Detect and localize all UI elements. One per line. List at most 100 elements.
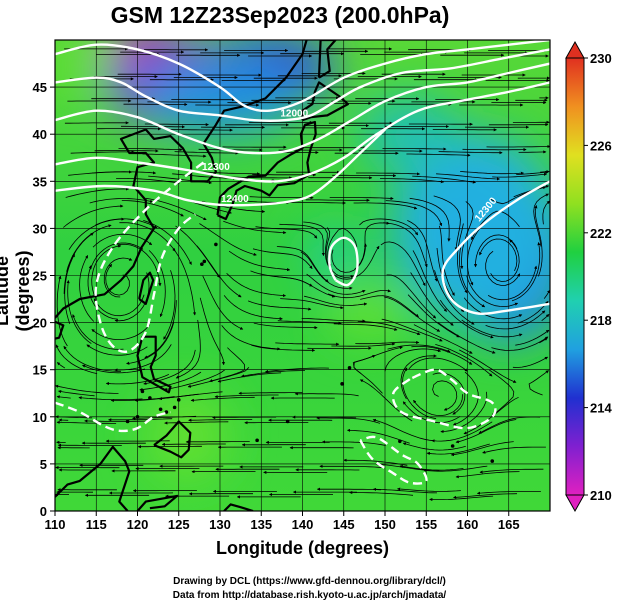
streamline [492, 172, 548, 178]
colorbar-tick-label: 218 [590, 313, 612, 328]
streamline [300, 251, 353, 290]
contour-line-dashed [94, 161, 205, 353]
contour-line-solid [441, 180, 550, 315]
coastline-hainan [55, 320, 65, 340]
streamline [413, 394, 463, 417]
credit-line-drawing: Drawing by DCL (https://www.gfd-dennou.o… [173, 576, 446, 587]
streamline [292, 415, 357, 419]
streamline [251, 344, 316, 352]
streamline [412, 175, 477, 184]
x-tick-label: 145 [333, 517, 355, 532]
streamline [238, 391, 303, 395]
streamline [163, 270, 176, 340]
streamline [387, 344, 451, 353]
streamline [255, 226, 318, 239]
streamline [108, 418, 173, 422]
island-marker [148, 396, 152, 400]
streamline [383, 222, 428, 268]
streamline [331, 342, 396, 347]
y-axis-ticks: 0 5 10 15 20 25 30 35 40 45 [33, 80, 55, 519]
streamline [158, 391, 223, 401]
streamline [223, 220, 287, 235]
streamline [434, 270, 475, 325]
streamline [402, 442, 466, 451]
island-marker [450, 444, 455, 448]
streamline [463, 297, 523, 320]
y-tick-label: 5 [40, 457, 47, 472]
streamline [114, 272, 150, 323]
streamline [359, 218, 419, 236]
streamline [381, 318, 443, 342]
streamline [118, 148, 183, 152]
colorbar: 210 214 218 222 226 230 [565, 40, 612, 513]
streamline [87, 265, 118, 320]
streamline [294, 392, 359, 397]
streamline [63, 204, 124, 228]
streamline [199, 297, 226, 366]
streamline [56, 362, 66, 369]
streamline [110, 396, 175, 403]
streamline [105, 263, 130, 296]
island-marker [559, 442, 563, 446]
streamline [407, 294, 460, 338]
streamline [303, 221, 333, 273]
streamline [479, 238, 518, 272]
streamline [487, 265, 538, 301]
streamline [400, 354, 437, 400]
streamline [490, 239, 520, 282]
streamline [438, 151, 503, 155]
streamline [228, 176, 293, 180]
island-marker [490, 459, 495, 463]
y-tick-label: 0 [40, 504, 47, 519]
streamline [321, 440, 386, 446]
streamline [202, 275, 244, 330]
streamline [307, 346, 372, 350]
streamline [543, 289, 550, 299]
island-marker [200, 262, 204, 266]
streamline [488, 369, 515, 417]
streamline [163, 369, 226, 391]
streamline [413, 324, 473, 354]
streamline [199, 223, 257, 256]
streamline [461, 319, 523, 338]
x-axis-ticks: 110 115 120 125 130 135 140 145 150 155 160 165 [45, 511, 520, 532]
streamline [72, 314, 124, 350]
streamline [439, 225, 455, 296]
contour-line-dashed [391, 368, 497, 430]
streamline [93, 294, 145, 317]
contour-label: 12400 [221, 194, 249, 205]
streamline [518, 150, 547, 154]
colorbar-max-triangle [565, 40, 585, 59]
y-tick-label: 45 [33, 80, 47, 95]
streamline [359, 379, 413, 422]
island-marker [255, 438, 259, 443]
x-tick-label: 165 [498, 517, 520, 532]
streamline [247, 300, 312, 311]
streamline [406, 153, 471, 157]
streamline [252, 248, 313, 270]
streamline [57, 389, 95, 397]
coastline-sakhalin [317, 40, 337, 79]
y-tick-label: 30 [33, 221, 47, 236]
streamline [354, 221, 390, 270]
island-marker [164, 410, 169, 414]
streamline [316, 416, 381, 424]
x-axis-label: Longitude (degrees) [215, 538, 389, 558]
streamline [372, 418, 434, 442]
island-marker [125, 419, 130, 424]
streamline [466, 220, 488, 286]
streamline [455, 419, 517, 444]
x-tick-label: 130 [209, 517, 231, 532]
streamline [92, 233, 153, 248]
streamline [402, 367, 437, 420]
island-marker [172, 405, 177, 410]
x-tick-label: 120 [127, 517, 149, 532]
chart-title: GSM 12Z23Sep2023 (200.0hPa) [110, 2, 450, 28]
streamline [223, 295, 283, 321]
streamline [542, 200, 550, 225]
streamline [221, 325, 281, 351]
streamline [56, 275, 68, 347]
streamline [66, 279, 92, 344]
streamline [433, 195, 461, 251]
contour-label: 12300 [202, 162, 230, 173]
